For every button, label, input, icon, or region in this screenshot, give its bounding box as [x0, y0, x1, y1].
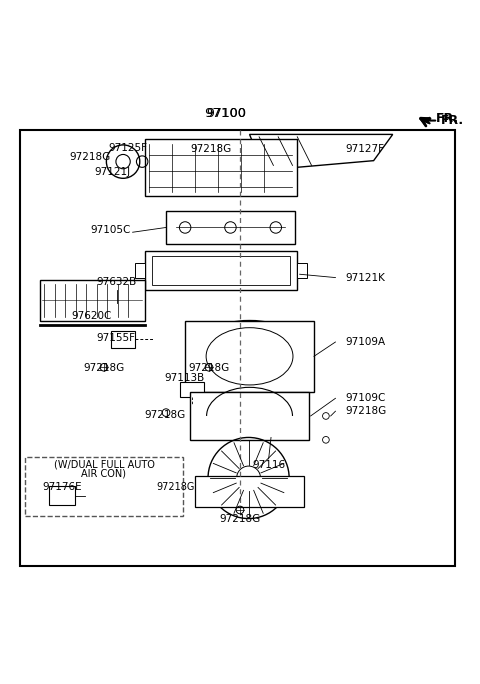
Text: 97218G: 97218G [69, 152, 110, 161]
FancyBboxPatch shape [297, 263, 307, 278]
Text: 97176E: 97176E [42, 482, 82, 492]
Text: 97121K: 97121K [345, 273, 385, 282]
Text: 97116: 97116 [252, 460, 285, 471]
Text: FR.: FR. [441, 114, 464, 127]
FancyBboxPatch shape [166, 211, 295, 244]
Text: 97632B: 97632B [97, 277, 137, 287]
Text: 97125F: 97125F [108, 143, 147, 153]
FancyBboxPatch shape [25, 456, 183, 516]
Text: 97100: 97100 [204, 107, 247, 120]
Text: (W/DUAL FULL AUTO: (W/DUAL FULL AUTO [54, 460, 155, 470]
Text: 97109C: 97109C [345, 393, 385, 404]
Text: 97218G: 97218G [345, 406, 386, 416]
Text: 97121J: 97121J [95, 168, 131, 177]
Text: 97218G: 97218G [144, 410, 185, 420]
Text: 97218G: 97218G [191, 144, 232, 155]
FancyBboxPatch shape [144, 251, 297, 289]
FancyBboxPatch shape [135, 263, 144, 278]
Text: 97127F: 97127F [345, 144, 384, 155]
FancyBboxPatch shape [21, 130, 455, 566]
FancyBboxPatch shape [144, 139, 297, 196]
Text: AIR CON): AIR CON) [82, 469, 127, 478]
FancyBboxPatch shape [195, 475, 304, 507]
Text: 97113B: 97113B [164, 373, 204, 382]
FancyBboxPatch shape [152, 256, 290, 285]
FancyBboxPatch shape [180, 382, 204, 397]
Text: 97218G: 97218G [156, 482, 195, 492]
Text: 97218G: 97218G [188, 363, 229, 373]
Text: FR.: FR. [436, 112, 459, 125]
Text: 97109A: 97109A [345, 337, 385, 347]
Text: 97620C: 97620C [72, 311, 112, 321]
FancyBboxPatch shape [185, 321, 314, 392]
FancyBboxPatch shape [190, 392, 309, 440]
Text: 97105C: 97105C [91, 225, 131, 235]
FancyBboxPatch shape [49, 486, 75, 505]
Text: 97218G: 97218G [84, 363, 125, 373]
Text: 97100: 97100 [206, 107, 246, 120]
FancyBboxPatch shape [111, 331, 135, 347]
FancyBboxPatch shape [39, 280, 144, 321]
Text: 97218G: 97218G [219, 514, 261, 524]
Text: 97155F: 97155F [96, 333, 135, 343]
